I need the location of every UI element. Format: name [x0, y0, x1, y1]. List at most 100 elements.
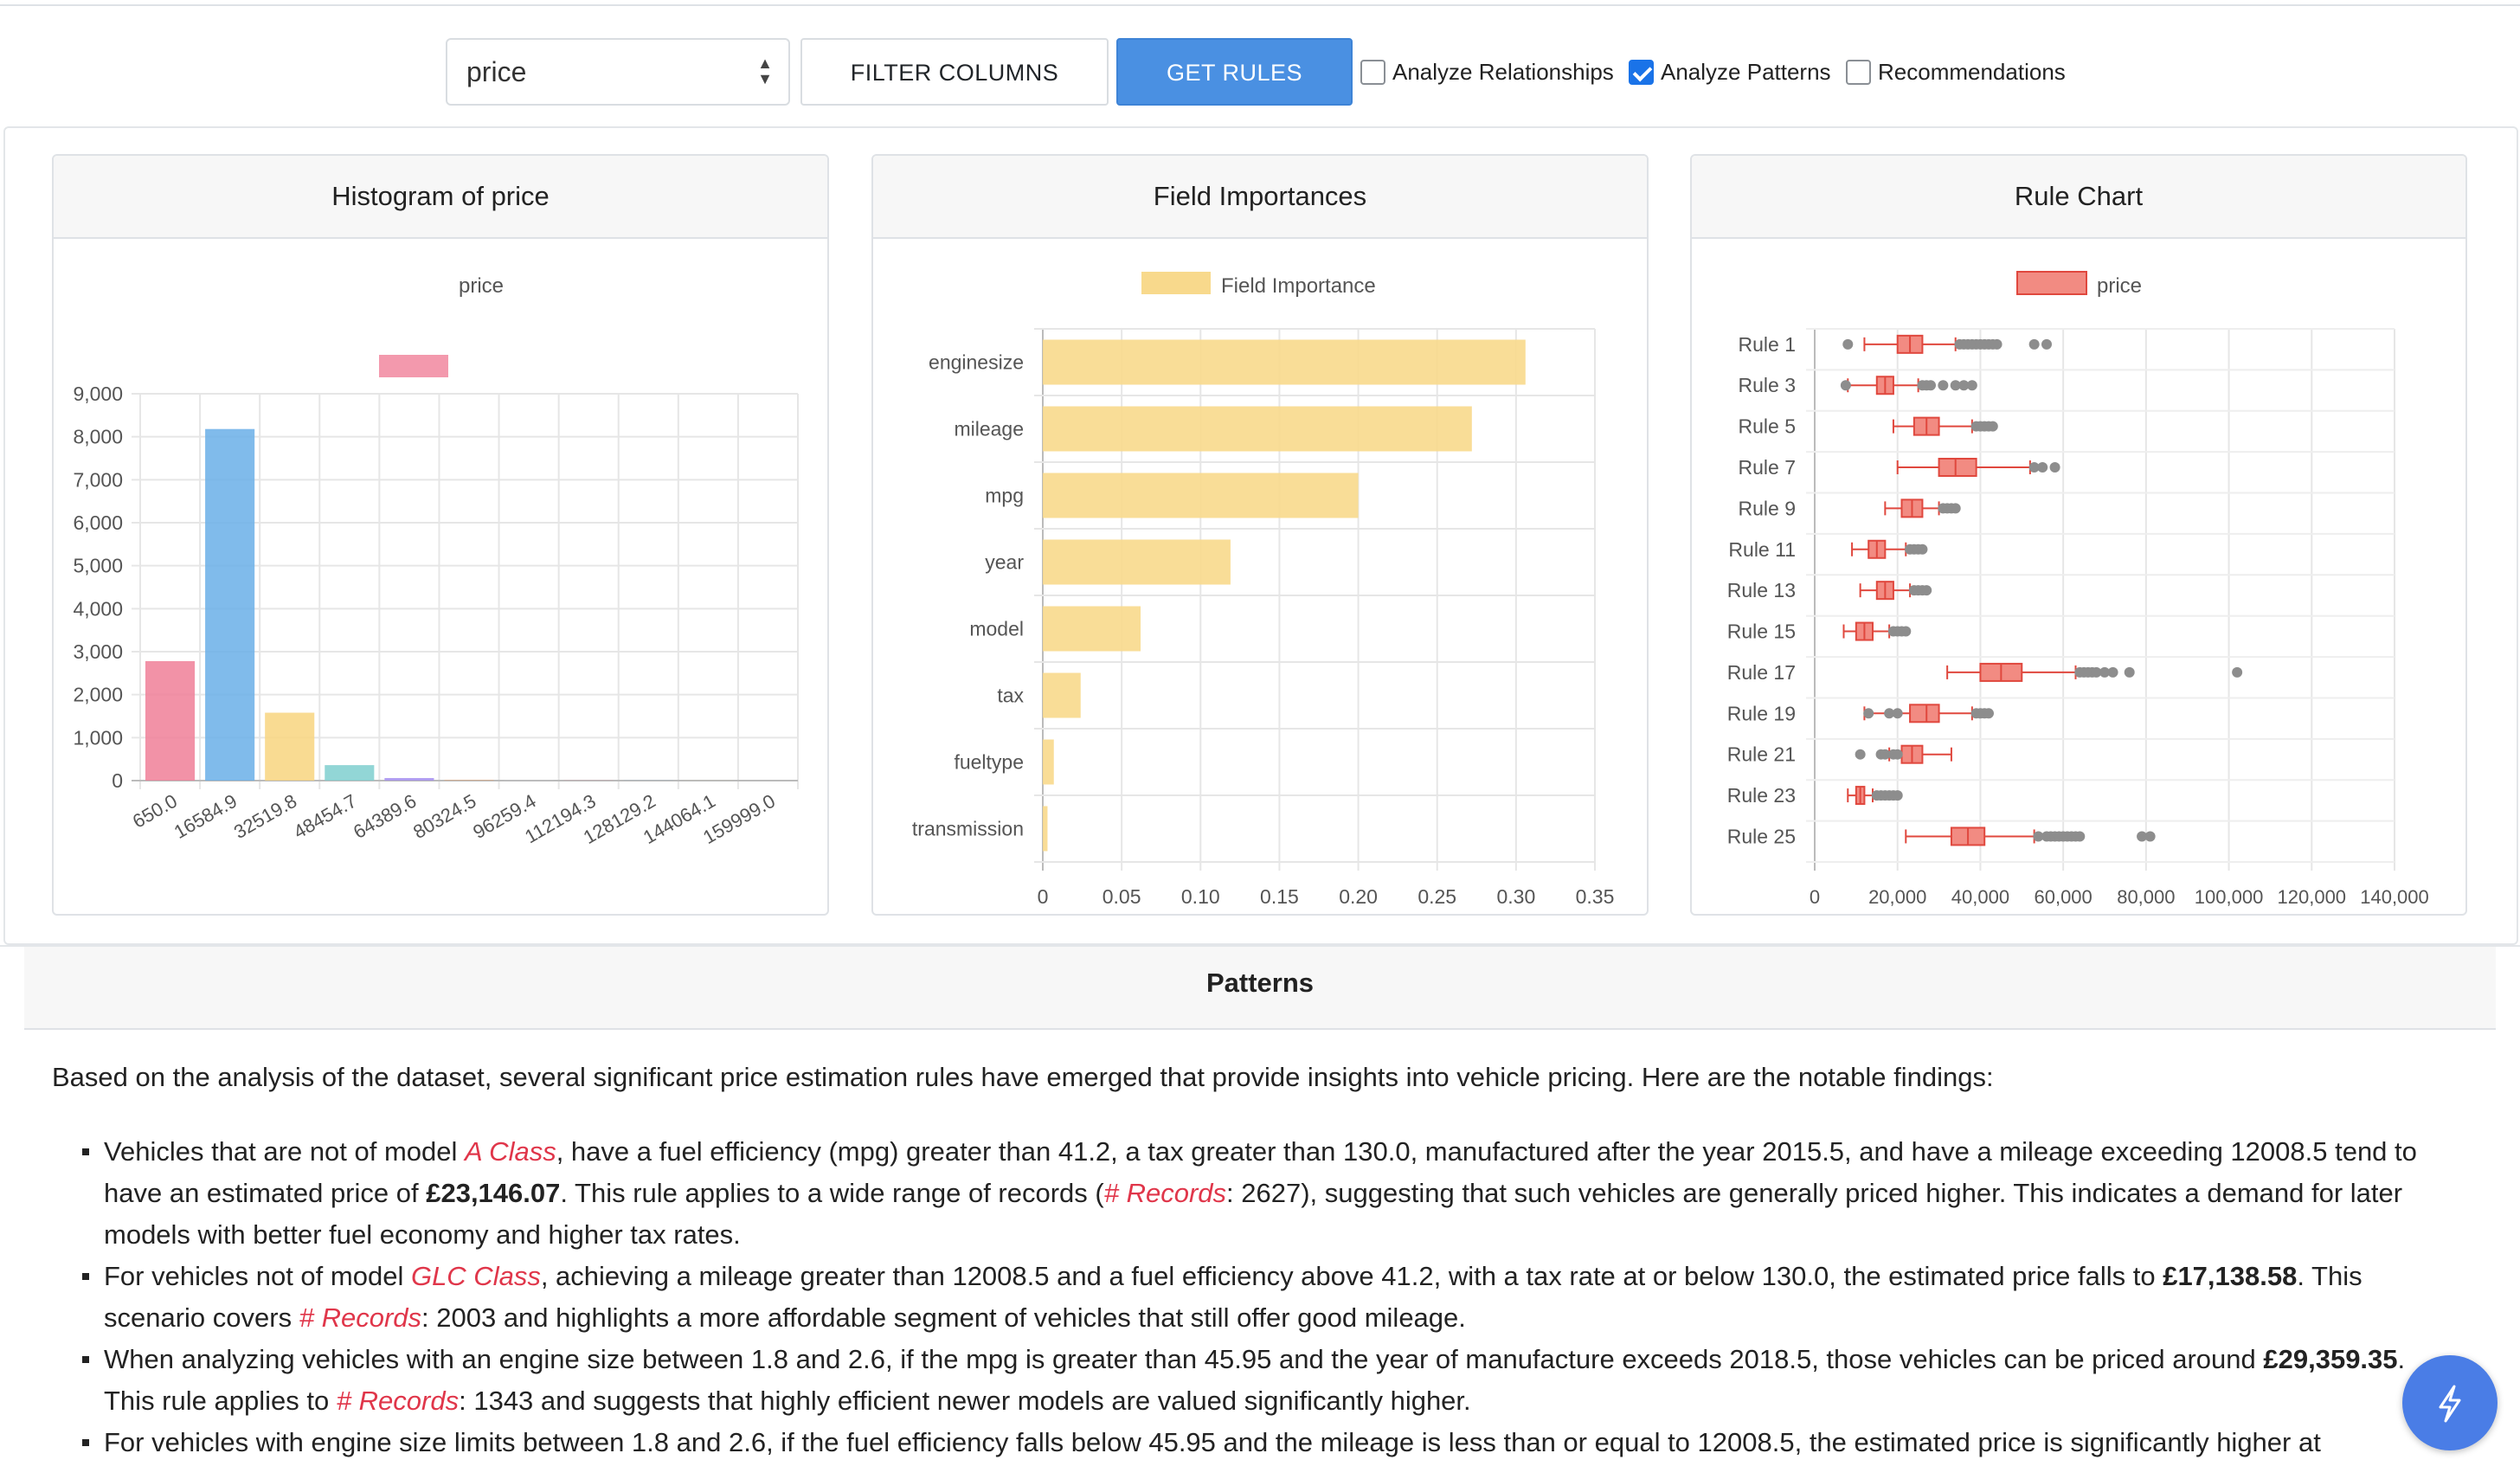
histogram-bar	[145, 661, 195, 781]
patterns-title: Patterns	[24, 947, 2496, 1030]
y-tick-label: Rule 17	[1727, 661, 1796, 684]
outlier-point	[1992, 339, 2002, 350]
outlier-point	[1900, 627, 1911, 637]
pattern-text: When analyzing vehicles with an engine s…	[104, 1344, 2263, 1374]
patterns-intro: Based on the analysis of the dataset, se…	[52, 1062, 1994, 1093]
legend-label: price	[2097, 274, 2142, 298]
pattern-item: For vehicles not of model GLC Class, ach…	[52, 1256, 2440, 1339]
records-highlight: # Records	[299, 1302, 421, 1333]
legend-swatch	[1141, 272, 1211, 294]
outlier-point	[2029, 339, 2040, 350]
checkbox-box[interactable]	[1846, 60, 1871, 85]
x-tick-label: 0.30	[1496, 885, 1535, 908]
patterns-list: Vehicles that are not of model A Class, …	[52, 1131, 2440, 1463]
x-tick-label: 0.20	[1339, 885, 1378, 908]
outlier-point	[1855, 749, 1866, 760]
importance-bar	[1043, 607, 1141, 652]
select-arrows-icon: ▲▼	[757, 55, 773, 87]
importance-bar	[1043, 407, 1472, 452]
y-tick-label: model	[969, 618, 1024, 640]
lightning-icon	[2402, 1355, 2498, 1450]
y-tick-label: Rule 21	[1727, 743, 1796, 766]
pattern-text: Vehicles that are not of model	[104, 1136, 465, 1167]
checkbox-box[interactable]	[1360, 60, 1385, 85]
y-tick-label: 7,000	[73, 468, 123, 491]
y-tick-label: mpg	[985, 485, 1024, 507]
x-tick-label: 0.10	[1181, 885, 1220, 908]
pattern-text: . This rule applies to a wide range of r…	[560, 1178, 1103, 1208]
pattern-item: For vehicles with engine size limits bet…	[52, 1422, 2440, 1463]
outlier-point	[1988, 421, 1998, 432]
histogram-bar	[325, 765, 374, 781]
x-tick-label: 0.35	[1576, 885, 1615, 908]
filter-columns-button[interactable]: FILTER COLUMNS	[800, 38, 1109, 106]
legend-label: Field Importance	[1221, 274, 1376, 298]
pattern-text: : 2003 and highlights a more affordable …	[421, 1302, 1466, 1333]
outlier-point	[2050, 462, 2060, 473]
pattern-text: For vehicles not of model	[104, 1261, 411, 1291]
y-tick-label: mileage	[954, 418, 1024, 440]
importance-bar	[1043, 540, 1231, 585]
outlier-point	[1925, 380, 1936, 390]
y-tick-label: 9,000	[73, 383, 123, 405]
checkbox-box-checked[interactable]	[1629, 60, 1654, 85]
x-tick-label: 0.05	[1102, 885, 1141, 908]
y-tick-label: transmission	[912, 818, 1024, 840]
estimated-price: £29,359.35	[2263, 1344, 2397, 1374]
top-divider	[0, 0, 2520, 6]
target-column-value: price	[466, 56, 526, 87]
histogram-bar	[384, 778, 434, 781]
importance-bar	[1043, 673, 1081, 718]
x-tick-label: 0.25	[1418, 885, 1456, 908]
outlier-point	[2037, 462, 2048, 473]
quick-action-button[interactable]	[2402, 1355, 2498, 1450]
y-tick-label: Rule 3	[1739, 374, 1796, 396]
x-tick-label: 100,000	[2195, 886, 2264, 908]
y-tick-label: 3,000	[73, 640, 123, 663]
histogram-bar	[205, 429, 254, 781]
y-tick-label: Rule 9	[1739, 497, 1796, 519]
checkbox-label: Recommendations	[1878, 59, 2066, 86]
importance-bar	[1043, 807, 1047, 852]
patterns-section: Patterns Based on the analysis of the da…	[0, 945, 2520, 1479]
outlier-point	[2108, 667, 2118, 678]
y-tick-label: 6,000	[73, 511, 123, 534]
analyze-patterns-checkbox[interactable]: Analyze Patterns	[1629, 56, 1831, 87]
outlier-point	[1938, 380, 1948, 390]
importance-title: Field Importances	[873, 156, 1647, 239]
pattern-text: : 1343 and suggests that highly efficien…	[459, 1386, 1471, 1416]
outlier-point	[2125, 667, 2135, 678]
outlier-point	[1841, 380, 1851, 390]
target-column-select[interactable]: price ▲▼	[446, 38, 790, 106]
records-highlight: # Records	[337, 1386, 459, 1416]
get-rules-button[interactable]: GET RULES	[1116, 38, 1353, 106]
outlier-point	[1921, 585, 1932, 595]
y-tick-label: fueltype	[954, 751, 1024, 774]
importance-card: Field Importances Field Importance 0 0.05 0…	[871, 154, 1649, 916]
importance-bar	[1043, 473, 1359, 518]
x-tick-label: 0	[1038, 885, 1049, 908]
outlier-point	[1893, 749, 1903, 760]
legend-label: price	[459, 274, 504, 298]
x-tick-label: 32519.8	[230, 790, 300, 843]
y-tick-label: Rule 1	[1739, 333, 1796, 356]
analyze-relationships-checkbox[interactable]: Analyze Relationships	[1360, 56, 1614, 87]
pattern-text: For vehicles with engine size limits bet…	[104, 1427, 2321, 1457]
estimated-price: £23,146.07	[426, 1178, 560, 1208]
x-tick-label: 60,000	[2034, 886, 2092, 908]
outlier-point	[2145, 831, 2156, 841]
importance-bar	[1043, 340, 1526, 385]
histogram-chart: price01,0002,0003,0004,0005,0006,0007,00…	[54, 239, 827, 914]
recommendations-checkbox[interactable]: Recommendations	[1846, 56, 2066, 87]
y-tick-label: 0	[112, 769, 123, 792]
x-tick-label: 0	[1810, 886, 1820, 908]
histogram-title: Histogram of price	[54, 156, 827, 239]
y-tick-label: 5,000	[73, 555, 123, 577]
toolbar: price ▲▼ FILTER COLUMNS GET RULES Analyz…	[0, 38, 2520, 107]
histogram-bar	[265, 713, 314, 781]
model-highlight: GLC Class	[411, 1261, 541, 1291]
y-tick-label: Rule 5	[1739, 415, 1796, 438]
